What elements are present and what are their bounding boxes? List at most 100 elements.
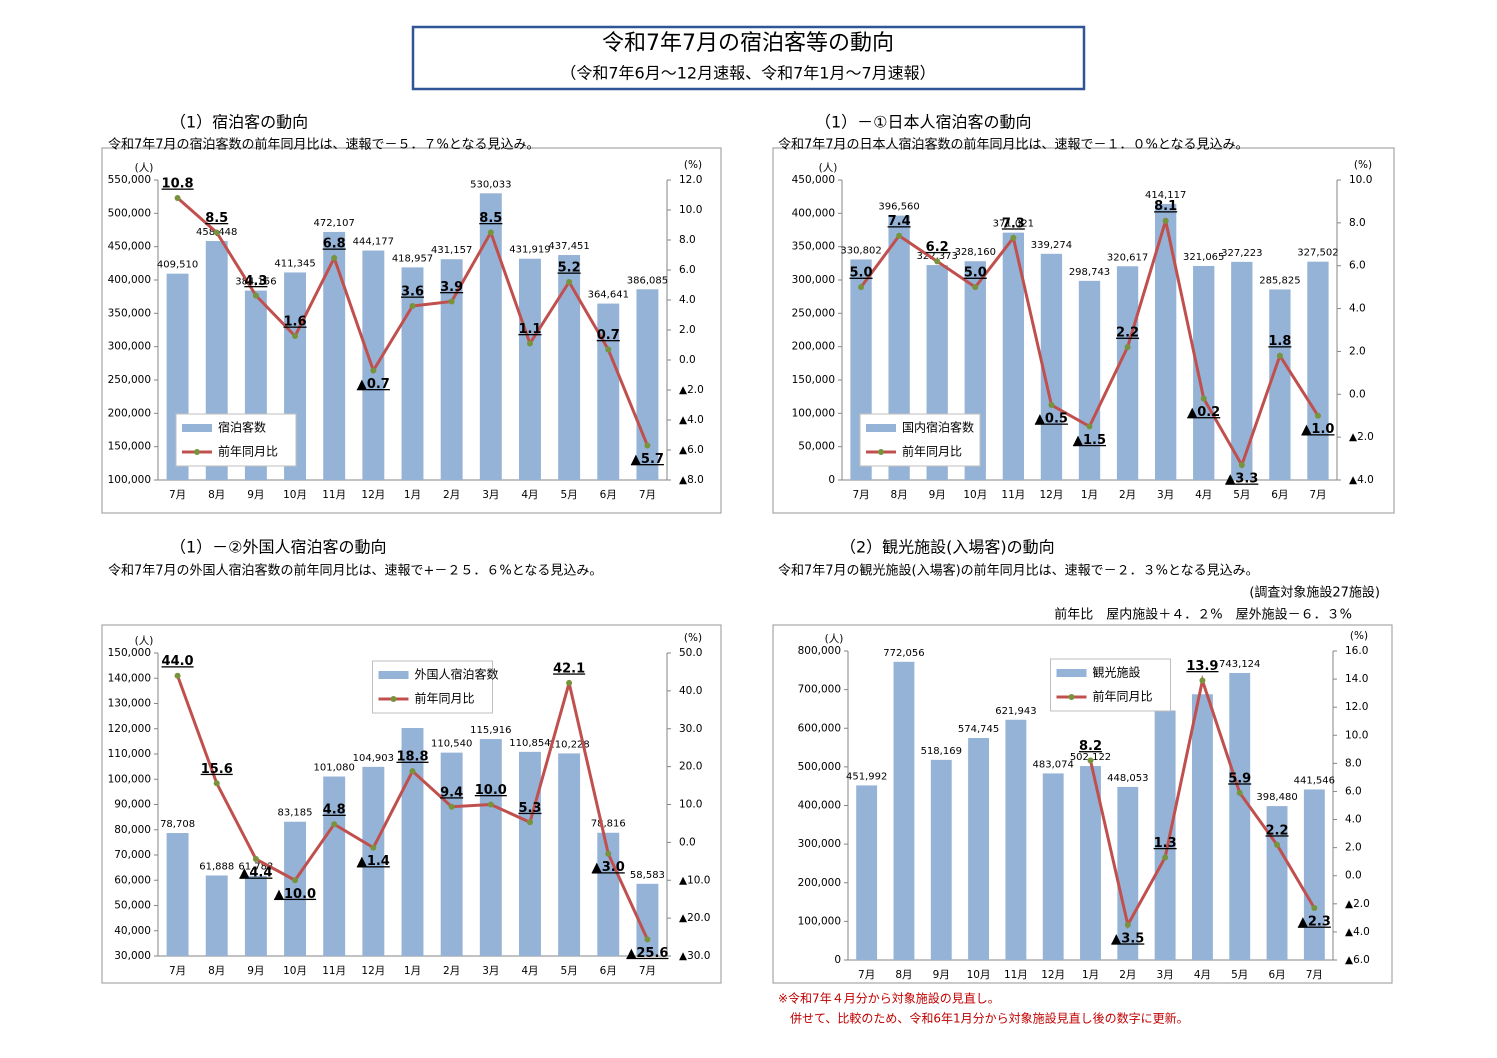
chart-title: （1）－①日本人宿泊客の動向 — [815, 113, 1032, 132]
bar-label: 411,345 — [274, 258, 315, 269]
bar — [479, 739, 502, 956]
bar-label: 58,583 — [630, 870, 665, 881]
line-point — [213, 780, 220, 787]
line-point — [526, 819, 533, 826]
y-axis-unit: (人) — [135, 162, 154, 174]
bar-label: 398,480 — [1256, 792, 1297, 803]
y2-tick-label: 2.0 — [1349, 345, 1366, 357]
bar — [518, 751, 541, 956]
y2-axis-unit: (%) — [684, 632, 702, 644]
bar-label: 518,169 — [921, 746, 962, 757]
line-label: 8.1 — [1154, 199, 1177, 214]
x-tick-label: 5月 — [1231, 969, 1248, 981]
line-point — [252, 292, 259, 299]
bar — [1193, 265, 1215, 480]
line-label: 3.6 — [401, 285, 424, 300]
y-tick-label: 400,000 — [792, 207, 835, 219]
x-tick-label: 8月 — [208, 489, 225, 501]
bar — [205, 875, 228, 956]
annotation: (調査対象施設27施設) — [1249, 585, 1380, 601]
bar-label: 327,223 — [1221, 248, 1262, 259]
line-point — [1238, 462, 1245, 468]
line-label: ▲25.6 — [626, 946, 668, 961]
line-point — [487, 229, 494, 236]
line-label: 8.5 — [205, 211, 228, 226]
bar-label: 321,065 — [1183, 252, 1224, 263]
line-point — [448, 803, 455, 810]
line-label: 2.2 — [1116, 326, 1139, 341]
line-point — [1124, 344, 1131, 351]
line-label: 9.4 — [440, 785, 463, 800]
bar-label: 472,107 — [314, 218, 355, 229]
legend-label: 前年同月比 — [902, 444, 962, 459]
bar-label: 386,085 — [627, 275, 668, 286]
bar — [856, 785, 878, 960]
x-tick-label: 10月 — [283, 965, 307, 977]
y2-tick-label: 4.0 — [679, 294, 696, 306]
y2-tick-label: ▲4.0 — [1349, 474, 1374, 486]
y-tick-label: 150,000 — [108, 647, 151, 659]
chart-description: 令和7年7月の外国人宿泊客数の前年同月比は、速報で+－２５．６%となる見込み。 — [108, 563, 602, 579]
bar-label: 418,957 — [392, 253, 433, 264]
y-tick-label: 100,000 — [108, 773, 151, 785]
y2-axis-unit: (%) — [1350, 630, 1368, 642]
x-tick-label: 6月 — [600, 489, 617, 501]
y2-tick-label: ▲6.0 — [1345, 954, 1370, 966]
y-axis-unit: (人) — [135, 635, 154, 647]
y2-tick-label: ▲2.0 — [1345, 898, 1370, 910]
line-point — [644, 936, 651, 943]
footnote: 併せて、比較のため、令和6年1月分から対象施設見直し後の数字に更新。 — [790, 1011, 1189, 1026]
line-point — [1199, 677, 1206, 684]
bar — [893, 661, 915, 960]
bar — [1154, 203, 1177, 480]
line-label: ▲0.7 — [357, 377, 390, 392]
y2-tick-label: 50.0 — [679, 647, 702, 659]
y2-tick-label: 14.0 — [1345, 673, 1368, 685]
bar — [930, 759, 952, 960]
line-point — [1236, 789, 1243, 796]
line-point — [1086, 423, 1093, 430]
line-label: ▲10.0 — [274, 887, 316, 902]
x-tick-label: 10月 — [967, 969, 991, 981]
line-label: ▲1.0 — [1301, 422, 1334, 437]
bar-label: 285,825 — [1259, 275, 1300, 286]
line-label: 0.7 — [597, 328, 620, 343]
bar — [1080, 766, 1101, 960]
y-tick-label: 60,000 — [114, 874, 151, 886]
line-point — [526, 340, 533, 347]
bar-label: 772,056 — [883, 648, 924, 659]
line-label: 4.8 — [323, 803, 346, 818]
y-tick-label: 100,000 — [792, 407, 835, 419]
bar-label: 621,943 — [995, 706, 1036, 717]
y2-tick-label: 10.0 — [1349, 174, 1372, 186]
y2-tick-label: 12.0 — [679, 174, 702, 186]
line-point — [292, 877, 299, 884]
line-label: 1.6 — [284, 315, 307, 330]
line-point — [1124, 921, 1131, 928]
chart-description: 令和7年7月の日本人宿泊客数の前年同月比は、速報で－１．０%となる見込み。 — [778, 137, 1249, 153]
line-label: 15.6 — [201, 762, 233, 777]
y2-tick-label: ▲4.0 — [1345, 926, 1370, 938]
chart-title: （1）－②外国人宿泊客の動向 — [170, 538, 387, 557]
bar-label: 339,274 — [1031, 240, 1072, 251]
bar — [1231, 261, 1253, 480]
x-tick-label: 5月 — [561, 489, 578, 501]
y-tick-label: 450,000 — [108, 241, 151, 253]
y2-tick-label: 2.0 — [1345, 842, 1362, 854]
y-tick-label: 800,000 — [798, 645, 841, 657]
line-point — [370, 367, 377, 374]
line-point — [858, 284, 865, 291]
bar-label: 364,641 — [588, 290, 629, 301]
x-tick-label: 7月 — [858, 969, 875, 981]
y2-tick-label: 0.0 — [1345, 870, 1362, 882]
line-point — [566, 279, 573, 285]
y2-tick-label: 0.0 — [1349, 388, 1366, 400]
y2-tick-label: 0.0 — [679, 354, 696, 366]
bar-label: 371,021 — [993, 219, 1034, 230]
annotation: 前年比 屋内施設＋４．２% 屋外施設－６．３% — [1054, 607, 1352, 623]
bar-label: 320,617 — [1107, 252, 1148, 263]
y-tick-label: 500,000 — [798, 761, 841, 773]
legend-swatch — [182, 424, 212, 432]
bar — [1005, 719, 1027, 960]
line-label: ▲3.3 — [1225, 472, 1258, 487]
